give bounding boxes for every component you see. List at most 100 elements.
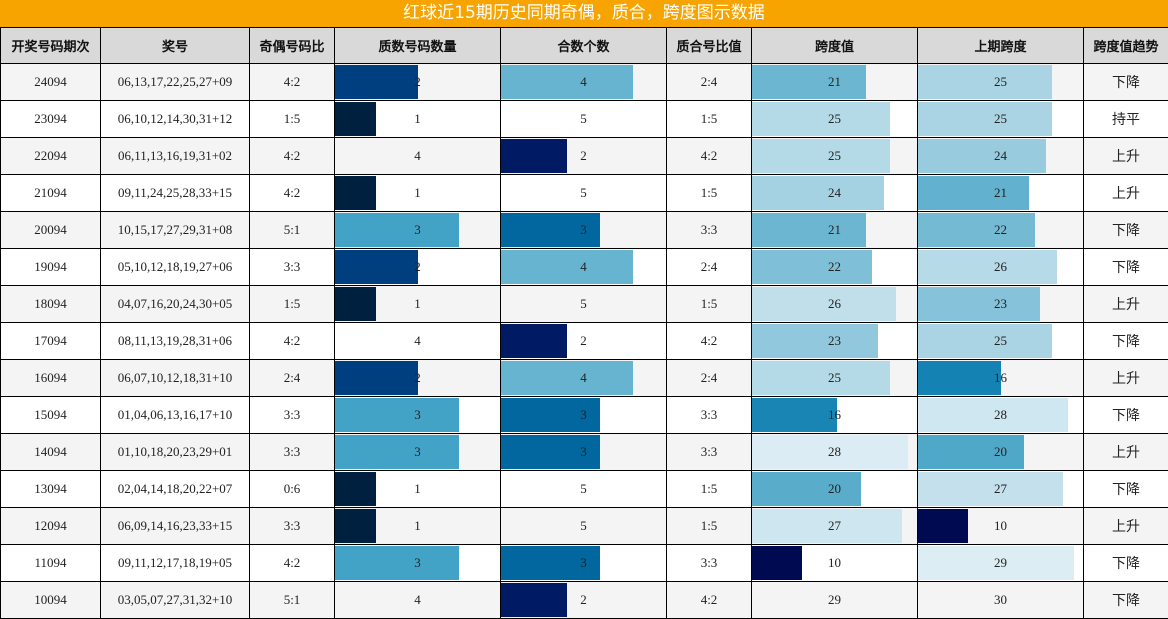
span-cell-value: 21 xyxy=(828,74,841,89)
prev-span-cell-bar xyxy=(918,472,1063,506)
odd-even-cell: 4:2 xyxy=(249,63,335,101)
table-row: 15094 01,04,06,13,16,17+10 3:3 3 3 3:3 16 28 下降 xyxy=(0,396,1168,434)
header-odd-even: 奇偶号码比 xyxy=(249,27,335,64)
span-cell: 10 xyxy=(751,544,918,582)
odd-even-cell: 5:1 xyxy=(249,211,335,249)
odd-even-cell: 3:3 xyxy=(249,507,335,545)
prev-span-cell: 28 xyxy=(917,396,1084,434)
trend-cell: 下降 xyxy=(1083,322,1168,360)
odd-even-cell: 4:2 xyxy=(249,174,335,212)
span-cell-bar xyxy=(752,65,867,99)
prime-comp-cell: 1:5 xyxy=(666,507,752,545)
span-cell-value: 25 xyxy=(828,111,841,126)
numbers-cell: 03,05,07,27,31,32+10 xyxy=(100,581,250,619)
span-cell-bar xyxy=(752,509,902,543)
composites-cell-value: 5 xyxy=(580,296,587,311)
prime-comp-cell: 1:5 xyxy=(666,174,752,212)
primes-cell-value: 3 xyxy=(414,444,421,459)
prev-span-cell-value: 16 xyxy=(994,370,1007,385)
period-cell: 12094 xyxy=(0,507,101,545)
prev-span-cell-value: 30 xyxy=(994,592,1007,607)
composites-cell-value: 2 xyxy=(580,148,587,163)
table-row: 17094 08,11,13,19,28,31+06 4:2 4 2 4:2 23 25 下降 xyxy=(0,322,1168,360)
prev-span-cell-bar xyxy=(918,398,1069,432)
odd-even-cell: 2:4 xyxy=(249,359,335,397)
prime-comp-cell: 3:3 xyxy=(666,211,752,249)
odd-even-cell: 3:3 xyxy=(249,396,335,434)
composites-cell-value: 3 xyxy=(580,407,587,422)
primes-cell-value: 1 xyxy=(414,111,421,126)
span-cell: 21 xyxy=(751,211,918,249)
prev-span-cell: 16 xyxy=(917,359,1084,397)
span-cell-value: 22 xyxy=(828,259,841,274)
span-cell: 22 xyxy=(751,248,918,286)
composites-cell-value: 4 xyxy=(580,370,587,385)
primes-cell: 3 xyxy=(334,211,501,249)
primes-cell: 1 xyxy=(334,470,501,508)
composites-cell-value: 4 xyxy=(580,259,587,274)
primes-cell: 4 xyxy=(334,322,501,360)
primes-cell-value: 1 xyxy=(414,481,421,496)
composites-cell: 5 xyxy=(500,470,667,508)
composites-cell-bar xyxy=(501,398,600,432)
span-cell-value: 26 xyxy=(828,296,841,311)
prev-span-cell-bar xyxy=(918,361,1002,395)
table-row: 18094 04,07,16,20,24,30+05 1:5 1 5 1:5 26 23 上升 xyxy=(0,285,1168,323)
prev-span-cell: 25 xyxy=(917,100,1084,138)
primes-cell-bar xyxy=(335,361,418,395)
prev-span-cell-bar xyxy=(918,213,1035,247)
period-cell: 16094 xyxy=(0,359,101,397)
prime-comp-cell: 4:2 xyxy=(666,137,752,175)
primes-cell-value: 2 xyxy=(414,74,421,89)
span-cell-bar xyxy=(752,324,879,358)
primes-cell-bar xyxy=(335,509,377,543)
span-cell-value: 21 xyxy=(828,222,841,237)
prime-comp-cell: 3:3 xyxy=(666,433,752,471)
numbers-cell: 09,11,24,25,28,33+15 xyxy=(100,174,250,212)
span-cell-bar xyxy=(752,361,891,395)
composites-cell-bar xyxy=(501,324,567,358)
span-cell-bar xyxy=(752,139,891,173)
span-cell-bar xyxy=(752,250,873,284)
primes-cell-value: 4 xyxy=(414,592,421,607)
trend-cell: 上升 xyxy=(1083,285,1168,323)
span-cell: 25 xyxy=(751,137,918,175)
header-trend: 跨度值趋势 xyxy=(1083,27,1168,64)
table-row: 22094 06,11,13,16,19,31+02 4:2 4 2 4:2 25 24 上升 xyxy=(0,137,1168,175)
prime-comp-cell: 2:4 xyxy=(666,63,752,101)
prev-span-cell: 29 xyxy=(917,544,1084,582)
prev-span-cell-bar xyxy=(918,287,1041,321)
primes-cell-bar xyxy=(335,472,377,506)
odd-even-cell: 0:6 xyxy=(249,470,335,508)
prev-span-cell: 22 xyxy=(917,211,1084,249)
composites-cell-bar xyxy=(501,361,633,395)
header-prime-comp: 质合号比值 xyxy=(666,27,752,64)
prev-span-cell: 23 xyxy=(917,285,1084,323)
composites-cell-bar xyxy=(501,139,567,173)
prev-span-cell-value: 24 xyxy=(994,148,1007,163)
table-row: 14094 01,10,18,20,23,29+01 3:3 3 3 3:3 28 20 上升 xyxy=(0,433,1168,471)
composites-cell-value: 5 xyxy=(580,518,587,533)
prime-comp-cell: 2:4 xyxy=(666,359,752,397)
prev-span-cell-bar xyxy=(918,176,1030,210)
trend-cell: 上升 xyxy=(1083,174,1168,212)
primes-cell-value: 4 xyxy=(414,148,421,163)
trend-cell: 下降 xyxy=(1083,470,1168,508)
trend-cell: 上升 xyxy=(1083,507,1168,545)
table-body: 24094 06,13,17,22,25,27+09 4:2 2 4 2:4 21 25 下降 2… xyxy=(0,63,1168,619)
composites-cell-bar xyxy=(501,435,600,469)
prev-span-cell-bar xyxy=(918,250,1058,284)
span-cell-bar xyxy=(752,213,867,247)
composites-cell: 5 xyxy=(500,285,667,323)
trend-cell: 下降 xyxy=(1083,544,1168,582)
prev-span-cell-value: 26 xyxy=(994,259,1007,274)
table-row: 16094 06,07,10,12,18,31+10 2:4 2 4 2:4 25 16 上升 xyxy=(0,359,1168,397)
table-row: 13094 02,04,14,18,20,22+07 0:6 1 5 1:5 20 27 下降 xyxy=(0,470,1168,508)
table-row: 10094 03,05,07,27,31,32+10 5:1 4 2 4:2 29 30 下降 xyxy=(0,581,1168,619)
span-cell-value: 25 xyxy=(828,148,841,163)
span-cell-bar xyxy=(752,176,885,210)
composites-cell-value: 3 xyxy=(580,444,587,459)
primes-cell-value: 4 xyxy=(414,333,421,348)
header-period: 开奖号码期次 xyxy=(0,27,101,64)
span-cell-bar xyxy=(752,546,802,580)
